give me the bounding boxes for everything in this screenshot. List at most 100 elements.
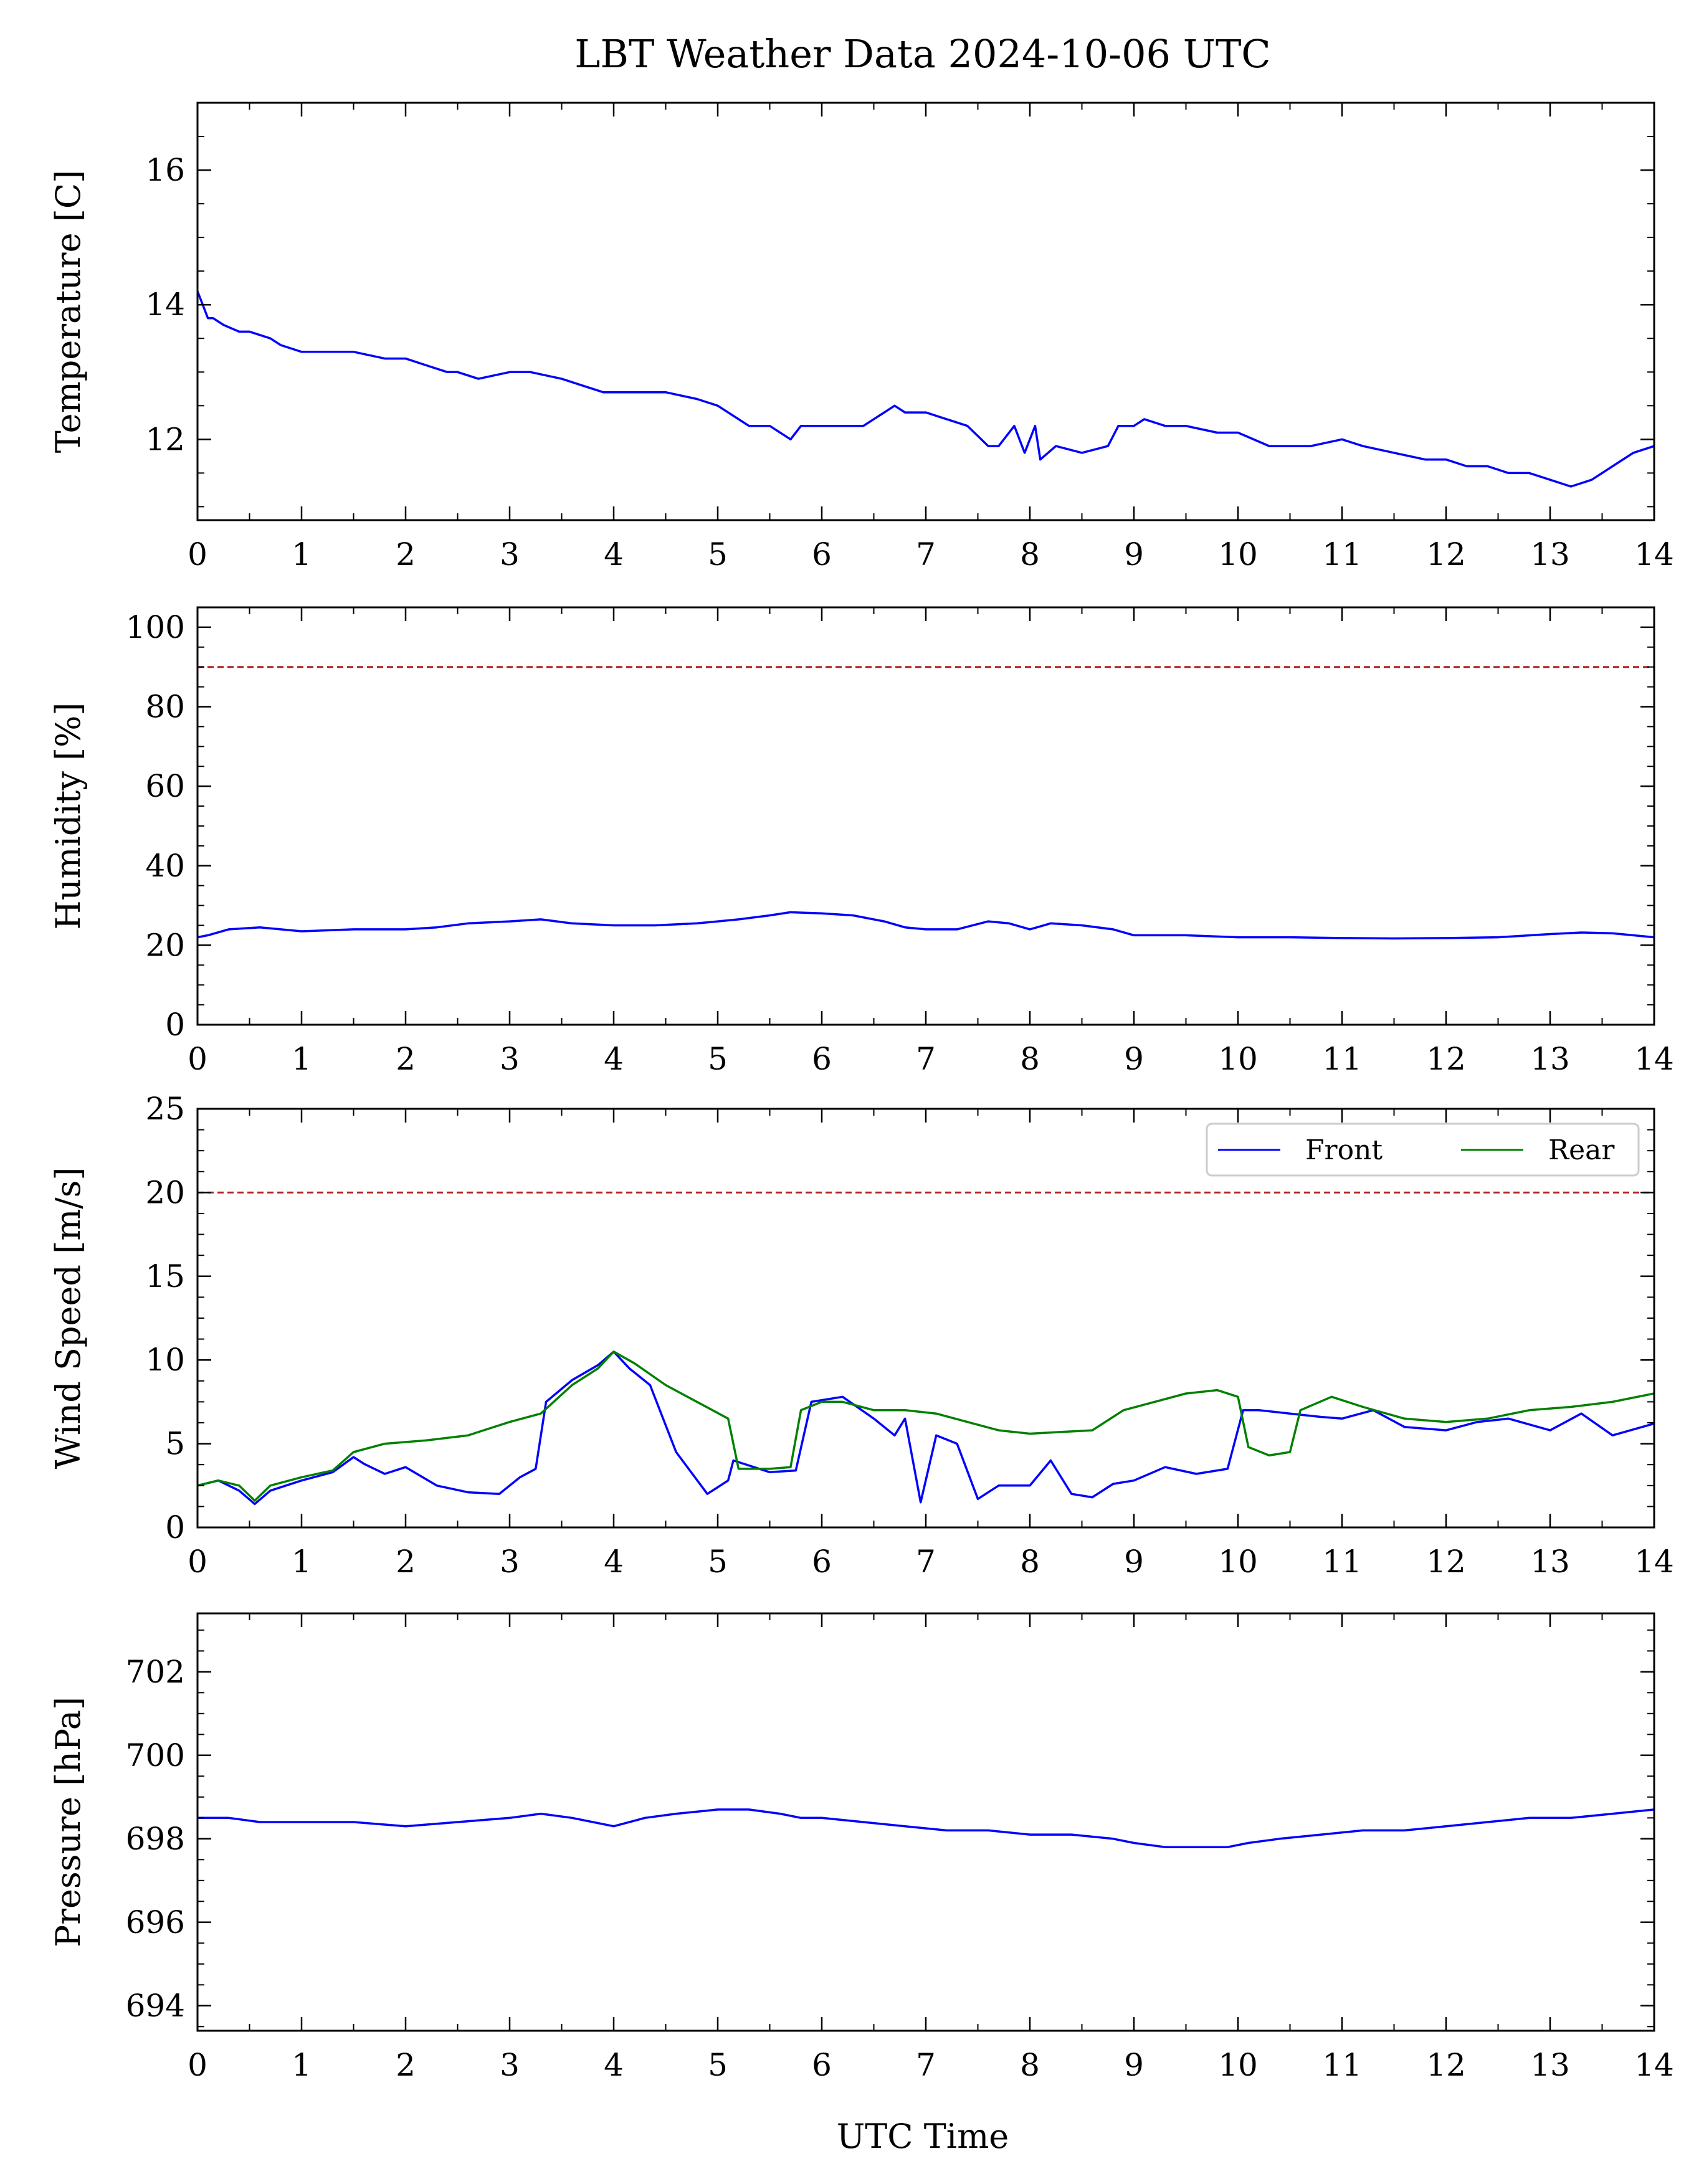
- x-tick-label: 2: [396, 1041, 416, 1077]
- x-tick-label: 14: [1634, 1041, 1674, 1077]
- x-tick-label: 2: [396, 536, 416, 572]
- x-tick-label: 9: [1124, 1041, 1144, 1077]
- x-tick-label: 1: [292, 1041, 312, 1077]
- x-tick-label: 7: [916, 1544, 936, 1580]
- y-axis-label: Humidity [%]: [49, 702, 88, 929]
- series-line-1: [198, 290, 1654, 488]
- x-tick-label: 6: [812, 536, 832, 572]
- x-tick-label: 13: [1530, 1041, 1570, 1077]
- x-tick-label: 7: [916, 1041, 936, 1077]
- x-tick-label: 11: [1322, 536, 1362, 572]
- x-tick-label: 13: [1530, 1544, 1570, 1580]
- x-tick-label: 12: [1426, 2047, 1466, 2083]
- y-axis-label: Temperature [C]: [49, 170, 88, 453]
- y-tick-label: 40: [145, 848, 185, 884]
- x-tick-label: 8: [1020, 536, 1040, 572]
- y-tick-label: 25: [145, 1091, 185, 1127]
- x-tick-label: 8: [1020, 1041, 1040, 1077]
- x-tick-label: 0: [188, 1544, 207, 1580]
- y-tick-label: 80: [145, 689, 185, 725]
- y-tick-label: 14: [145, 287, 185, 323]
- y-tick-label: 20: [145, 1174, 185, 1210]
- y-tick-label: 698: [126, 1821, 185, 1857]
- x-tick-label: 3: [500, 1041, 520, 1077]
- x-tick-label: 13: [1530, 536, 1570, 572]
- y-tick-label: 694: [126, 1988, 185, 2024]
- x-tick-label: 5: [708, 536, 728, 572]
- series-line-1: [198, 1808, 1654, 1848]
- x-tick-label: 6: [812, 1041, 832, 1077]
- y-tick-label: 60: [145, 768, 185, 804]
- x-tick-label: 4: [604, 536, 624, 572]
- x-tick-label: 3: [500, 2047, 520, 2083]
- x-tick-label: 12: [1426, 1041, 1466, 1077]
- y-tick-label: 5: [165, 1426, 185, 1462]
- x-tick-label: 10: [1218, 536, 1258, 572]
- x-tick-label: 6: [812, 2047, 832, 2083]
- x-tick-label: 10: [1218, 1544, 1258, 1580]
- y-tick-label: 700: [126, 1737, 185, 1773]
- x-tick-label: 2: [396, 2047, 416, 2083]
- x-tick-label: 8: [1020, 1544, 1040, 1580]
- x-tick-label: 5: [708, 1544, 728, 1580]
- y-tick-label: 20: [145, 927, 185, 963]
- x-tick-label: 13: [1530, 2047, 1570, 2083]
- series-line-front: [198, 1351, 1654, 1506]
- legend-box: [1206, 1123, 1640, 1177]
- x-tick-label: 5: [708, 2047, 728, 2083]
- x-tick-label: 1: [292, 1544, 312, 1580]
- x-tick-label: 7: [916, 2047, 936, 2083]
- x-tick-label: 11: [1322, 2047, 1362, 2083]
- x-tick-label: 3: [500, 1544, 520, 1580]
- x-tick-label: 11: [1322, 1544, 1362, 1580]
- x-tick-label: 12: [1426, 1544, 1466, 1580]
- x-tick-label: 9: [1124, 1544, 1144, 1580]
- x-tick-label: 8: [1020, 2047, 1040, 2083]
- figure-title: LBT Weather Data 2024-10-06 UTC: [574, 31, 1270, 77]
- y-tick-label: 12: [145, 421, 185, 457]
- x-tick-label: 3: [500, 536, 520, 572]
- y-axis-label: Pressure [hPa]: [49, 1697, 88, 1947]
- x-tick-label: 9: [1124, 2047, 1144, 2083]
- y-tick-label: 10: [145, 1342, 185, 1378]
- x-tick-label: 0: [188, 1041, 207, 1077]
- x-tick-label: 4: [604, 1544, 624, 1580]
- x-tick-label: 10: [1218, 1041, 1258, 1077]
- x-tick-label: 5: [708, 1041, 728, 1077]
- y-tick-label: 0: [165, 1007, 185, 1043]
- x-tick-label: 6: [812, 1544, 832, 1580]
- y-tick-label: 16: [145, 152, 185, 188]
- y-tick-label: 15: [145, 1258, 185, 1294]
- x-tick-label: 14: [1634, 1544, 1674, 1580]
- x-tick-label: 4: [604, 2047, 624, 2083]
- panel-2: 0 1 2 3 4 5 6 7 8 9 10 11 12 13 14020406080100Humidity…: [49, 606, 1674, 1077]
- x-tick-label: 2: [396, 1544, 416, 1580]
- y-tick-label: 696: [126, 1904, 185, 1940]
- series-line-1: [198, 911, 1654, 940]
- x-tick-label: 12: [1426, 536, 1466, 572]
- x-tick-label: 14: [1634, 536, 1674, 572]
- x-tick-label: 14: [1634, 2047, 1674, 2083]
- y-tick-label: 100: [126, 609, 185, 645]
- x-axis-label: UTC Time: [837, 2117, 1009, 2156]
- legend: Front Rear: [1206, 1123, 1640, 1177]
- y-axis-label: Wind Speed [m/s]: [49, 1167, 88, 1469]
- x-tick-label: 0: [188, 536, 207, 572]
- y-tick-label: 0: [165, 1509, 185, 1545]
- y-tick-label: 702: [126, 1654, 185, 1690]
- panel-4: 0 1 2 3 4 5 6 7 8 9 10 11 12 13 14694696698700702Press…: [49, 1612, 1674, 2083]
- x-tick-label: 7: [916, 536, 936, 572]
- x-tick-label: 0: [188, 2047, 207, 2083]
- x-tick-label: 4: [604, 1041, 624, 1077]
- x-tick-label: 9: [1124, 536, 1144, 572]
- x-tick-label: 1: [292, 536, 312, 572]
- x-tick-label: 1: [292, 2047, 312, 2083]
- legend-label-front: Front: [1305, 1134, 1383, 1166]
- series-line-rear: [198, 1351, 1654, 1502]
- x-tick-label: 10: [1218, 2047, 1258, 2083]
